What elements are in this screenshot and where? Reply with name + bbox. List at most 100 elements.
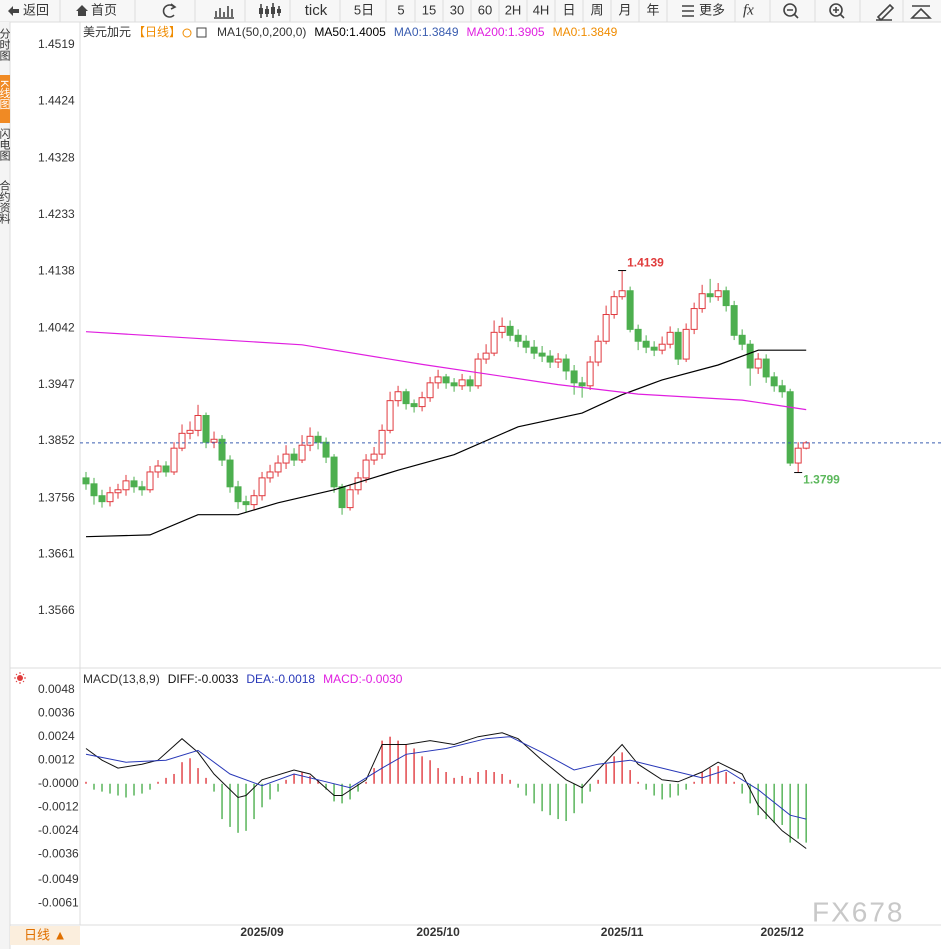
candle-body <box>722 290 730 307</box>
bar-chart-icon[interactable] <box>214 6 234 19</box>
candle-body <box>386 400 394 431</box>
candle-body <box>762 358 770 378</box>
candle-body <box>778 385 786 393</box>
y-tick-label: -0.0012 <box>38 799 79 813</box>
candle-body <box>586 361 594 387</box>
y-tick-label: 0.0036 <box>38 705 75 719</box>
legend-entry: MA200:1.3905 <box>467 25 545 39</box>
candle-body <box>130 480 138 488</box>
back-button[interactable]: 返回 <box>23 2 49 17</box>
legend-entry: MA50:1.4005 <box>314 25 386 39</box>
y-tick-label: 1.3947 <box>38 377 75 391</box>
indicator-label: MACD(13,8,9) <box>83 672 160 686</box>
footer-tab[interactable]: 日线 ▲ <box>24 927 66 942</box>
candle-body <box>458 379 466 387</box>
y-tick-label: -0.0061 <box>38 896 79 910</box>
y-tick-label: 1.4233 <box>38 207 75 221</box>
candle-body <box>498 325 506 333</box>
formula-icon[interactable]: fx <box>743 2 754 18</box>
candle-body <box>730 305 738 336</box>
macd-line <box>85 736 807 820</box>
legend-entry: MACD:-0.0030 <box>323 672 403 686</box>
sidebar-tab[interactable]: 闪电图 <box>0 127 11 162</box>
candle-body <box>234 486 242 503</box>
candle-body <box>626 290 634 330</box>
y-tick-label: -0.0000 <box>38 776 79 790</box>
home-button[interactable]: 首页 <box>91 2 117 17</box>
candle-body <box>538 352 546 357</box>
period-button[interactable]: tick <box>305 2 328 19</box>
ma-line <box>85 331 807 411</box>
period-button[interactable]: 5日 <box>354 2 374 17</box>
more-button[interactable]: 更多 <box>699 2 725 17</box>
period-button[interactable]: 周 <box>590 2 603 17</box>
zoom-out-icon[interactable] <box>783 3 797 17</box>
candle-body <box>186 429 194 434</box>
candle-body <box>210 438 218 443</box>
period-button[interactable]: 5 <box>397 2 404 17</box>
candle-body <box>354 477 362 491</box>
candle-body <box>274 462 282 473</box>
sidebar-tab[interactable]: 合约资料 <box>0 179 11 225</box>
refresh-icon[interactable] <box>162 4 175 18</box>
more-icon[interactable] <box>682 5 694 17</box>
y-tick-label: 1.3756 <box>38 490 75 504</box>
candle-body <box>514 334 522 342</box>
period-button[interactable]: 60 <box>478 2 492 17</box>
watermark: FX678 <box>812 896 905 927</box>
instrument-name: 美元加元 <box>83 25 131 39</box>
y-tick-label: 1.4042 <box>38 320 75 334</box>
candle-body <box>322 441 330 458</box>
period-button[interactable]: 月 <box>618 2 631 17</box>
back-icon[interactable] <box>8 6 19 16</box>
candle-body <box>706 293 714 298</box>
candle-body <box>634 328 642 342</box>
toolbar-buttons: 返回 首页 tick 5日 5 15 30 60 2H 4H 日 周 月 年 <box>8 0 932 22</box>
candle-body <box>786 391 794 464</box>
period-button[interactable]: 4H <box>533 2 550 17</box>
sidebar-tab[interactable]: K线图 <box>0 80 11 110</box>
home-icon[interactable] <box>76 5 88 16</box>
candle-body <box>426 382 434 399</box>
y-tick-label: 1.4138 <box>38 263 75 277</box>
candle-body <box>490 331 498 354</box>
candle-body <box>106 492 114 503</box>
candle-body <box>138 486 146 491</box>
sidebar-tab[interactable]: 分时图 <box>0 28 11 62</box>
period-button[interactable]: 2H <box>505 2 522 17</box>
macd-line <box>85 732 807 849</box>
period-label: 【日线】 <box>133 25 181 39</box>
y-tick-label: 1.4519 <box>38 37 75 51</box>
candle-body <box>154 465 162 473</box>
candle-body <box>170 447 178 473</box>
y-tick-label: 1.3661 <box>38 547 75 561</box>
x-tick-label: 2025/09 <box>240 925 284 939</box>
candle-body <box>98 495 106 503</box>
legend-entry: MA0:1.3849 <box>553 25 618 39</box>
candle-body <box>746 343 754 369</box>
candle-body <box>178 432 186 449</box>
indicator-icon <box>196 27 207 38</box>
y-tick-label: 0.0012 <box>38 752 75 766</box>
candle-body <box>314 435 322 443</box>
period-button[interactable]: 日 <box>562 2 575 17</box>
collapse-icon[interactable] <box>910 5 932 19</box>
zoom-in-icon[interactable] <box>829 3 843 17</box>
settings-icon <box>182 28 192 38</box>
candle-body <box>522 340 530 348</box>
candle-body <box>674 331 682 360</box>
y-tick-label: 1.3852 <box>38 433 75 447</box>
draw-icon[interactable] <box>876 3 895 22</box>
sidebar-tabs: 分时图 K线图 闪电图 合约资料 <box>0 28 11 225</box>
period-button[interactable]: 年 <box>646 2 659 17</box>
candle-body <box>450 382 458 387</box>
sidebar <box>0 22 10 949</box>
period-button[interactable]: 15 <box>422 2 436 17</box>
candle-body <box>306 435 314 446</box>
candle-body <box>698 293 706 310</box>
period-button[interactable]: 30 <box>450 2 464 17</box>
candle-body <box>146 471 154 491</box>
candle-body <box>794 447 802 464</box>
macd-icon <box>17 675 23 681</box>
